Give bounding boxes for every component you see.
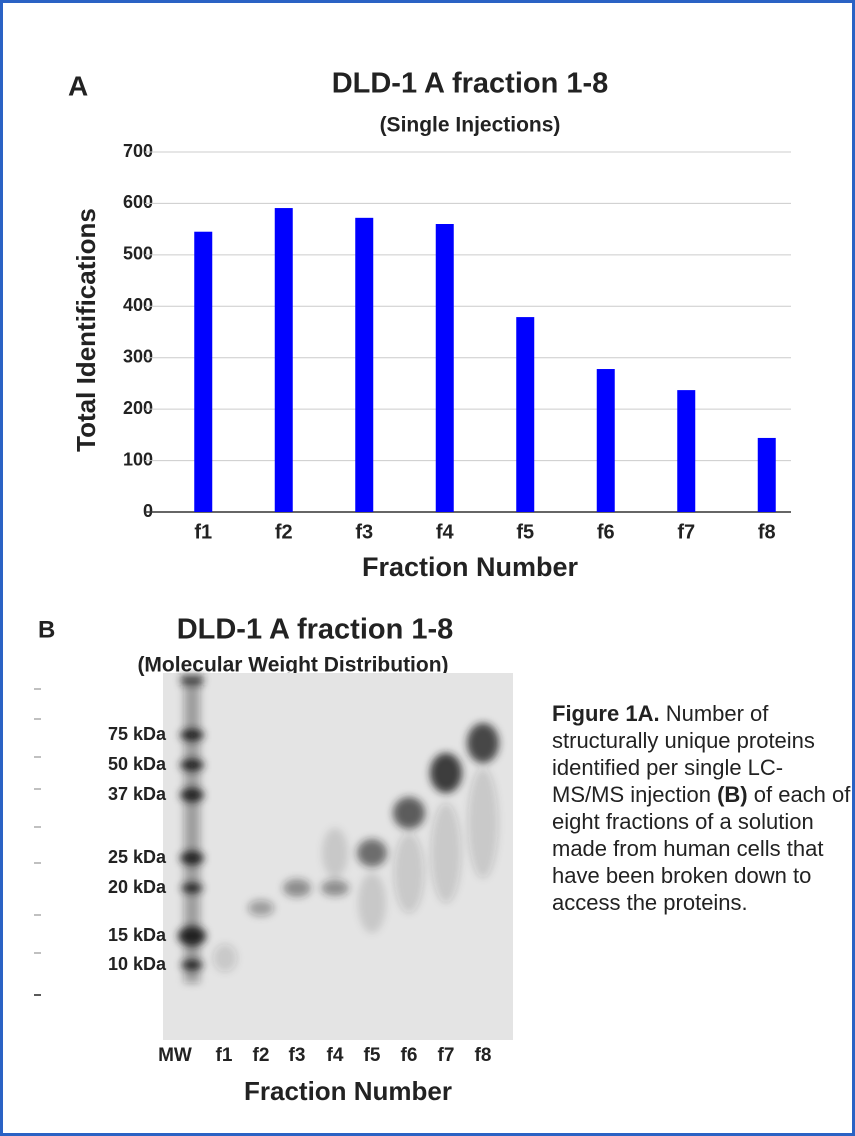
y-tick-label: 600	[123, 192, 153, 212]
marker-label: 15 kDa	[108, 925, 167, 945]
x-tick-label: f5	[516, 521, 534, 543]
x-tick-label: f7	[677, 521, 695, 543]
gel-title: DLD-1 A fraction 1-8	[177, 614, 454, 646]
caption-bold: (B)	[717, 782, 748, 807]
caption-bold: Figure 1A.	[552, 701, 660, 726]
lane-label: f6	[401, 1045, 418, 1066]
chart-title: DLD-1 A fraction 1-8	[332, 68, 609, 100]
bar	[436, 224, 454, 512]
caption: Figure 1A. Number of structurally unique…	[552, 700, 852, 916]
bar	[597, 369, 615, 512]
y-tick-label: 500	[123, 244, 153, 264]
x-tick-label: f6	[597, 521, 615, 543]
y-tick-label: 0	[143, 501, 153, 521]
lane-label: f3	[289, 1045, 306, 1066]
y-tick-label: 200	[123, 398, 153, 418]
y-tick-label: 300	[123, 346, 153, 366]
lane-label: f8	[475, 1045, 492, 1066]
chart-subtitle: (Single Injections)	[380, 114, 561, 137]
x-axis-label: Fraction Number	[362, 552, 579, 582]
marker-label: 20 kDa	[108, 877, 167, 897]
bar	[275, 208, 293, 512]
lane-label: f4	[327, 1045, 344, 1066]
marker-label: 25 kDa	[108, 847, 167, 867]
x-tick-label: f1	[194, 521, 212, 543]
x-tick-label: f4	[436, 521, 455, 543]
marker-label: 50 kDa	[108, 754, 167, 774]
bar	[516, 317, 534, 512]
x-tick-label: f2	[275, 521, 293, 543]
marker-label: 37 kDa	[108, 784, 167, 804]
panel-label: A	[68, 70, 88, 101]
edge-dashes	[34, 689, 41, 995]
figure-page: A DLD-1 A fraction 1-8 (Single Injection…	[0, 0, 855, 1136]
bar	[194, 232, 212, 512]
y-axis-label: Total Identifications	[71, 208, 101, 452]
marker-label: 10 kDa	[108, 954, 167, 974]
x-tick-label: f3	[355, 521, 373, 543]
lane-label: f7	[438, 1045, 455, 1066]
y-tick-label: 400	[123, 295, 153, 315]
y-tick-label: 700	[123, 141, 153, 161]
marker-label: 75 kDa	[108, 724, 167, 744]
lane-label: f5	[364, 1045, 381, 1066]
gel-x-label: Fraction Number	[244, 1076, 452, 1106]
lane-label: f2	[253, 1045, 270, 1066]
gel-image	[163, 673, 513, 1040]
lane-label: f1	[216, 1045, 233, 1066]
figure: A DLD-1 A fraction 1-8 (Single Injection…	[3, 3, 852, 1133]
panel-label: B	[38, 616, 55, 643]
bar	[758, 438, 776, 512]
x-tick-label: f8	[758, 521, 776, 543]
lane-label: MW	[158, 1045, 192, 1066]
bar	[355, 218, 373, 512]
bar	[677, 390, 695, 512]
y-tick-label: 100	[123, 449, 153, 469]
